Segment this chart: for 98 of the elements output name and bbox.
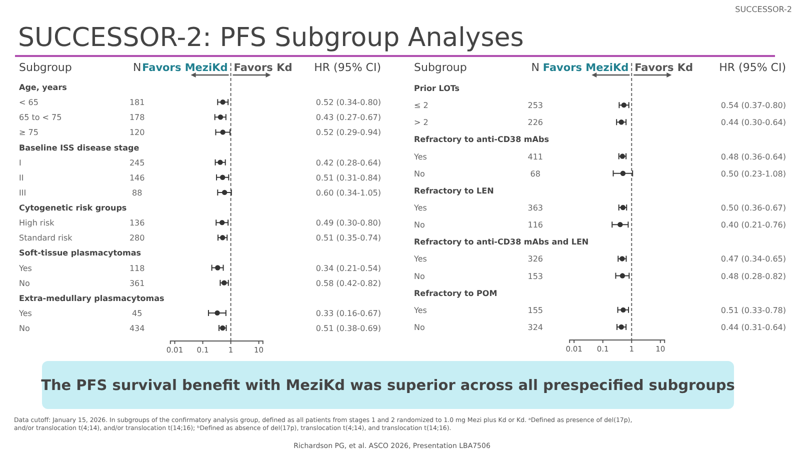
text: SUCCESSOR-2 [735, 5, 792, 14]
y-tick-label: > 2 [414, 118, 428, 128]
y2-tick-label: 153 [528, 272, 544, 281]
y2-tick-label: 411 [528, 152, 544, 162]
y2-tick-label: 326 [528, 254, 544, 264]
y-tick-label: No [19, 324, 30, 333]
chart-title: SUCCESSOR-2: PFS Subgroup Analyses [18, 23, 524, 53]
y-tick-label: Yes [18, 308, 32, 318]
y-tick-label: ≥ 75 [19, 128, 38, 138]
text: The PFS survival benefit with MeziKd was superior across all prespecified subgroups [41, 378, 735, 394]
y2-tick-label: 68 [530, 169, 540, 178]
data-label: 0.51 (0.33-0.78) [720, 306, 786, 315]
point [220, 99, 226, 105]
annotation: Favors MeziKd [142, 62, 228, 74]
data-label: 0.43 (0.27-0.67) [316, 113, 381, 122]
data-label: 0.52 (0.29-0.94) [316, 128, 381, 138]
y-tick-label: Standard risk [19, 234, 73, 243]
y2-tick-label: 253 [528, 101, 544, 110]
y-tick-label: Soft-tissue plasmacytomas [19, 248, 142, 258]
point [222, 190, 228, 196]
data-label: 0.33 (0.16-0.67) [316, 308, 381, 318]
data-label: 0.40 (0.21-0.76) [720, 220, 786, 230]
y-tick-label: III [19, 188, 26, 198]
y2-tick-label: 181 [129, 98, 145, 108]
data-label: 0.51 (0.35-0.74) [316, 234, 381, 243]
y2-tick-label: 226 [528, 118, 544, 128]
text: HR (95% CI) [314, 61, 381, 74]
y-tick-label: No [414, 272, 425, 281]
y-tick-label: No [414, 169, 425, 178]
text: HR (95% CI) [719, 61, 786, 74]
y-tick-label: Baseline ISS disease stage [19, 143, 140, 152]
text: Subgroup [414, 61, 467, 74]
y-tick-label: Prior LOTs [414, 84, 460, 93]
y2-tick-label: 118 [129, 264, 145, 273]
point [220, 220, 225, 226]
y2-tick-label: 116 [528, 220, 544, 230]
data-label: 0.49 (0.30-0.80) [316, 218, 381, 228]
y-tick-label: ≤ 2 [414, 101, 428, 110]
data-label: 0.50 (0.36-0.67) [720, 204, 786, 212]
data-label: 0.51 (0.31-0.84) [316, 173, 381, 182]
data-label: 0.34 (0.21-0.54) [316, 264, 381, 273]
y2-tick-label: 280 [129, 234, 145, 243]
y-tick-label: Refractory to anti-CD38 mAbs and LEN [414, 238, 589, 247]
data-label: 0.52 (0.34-0.80) [316, 98, 381, 108]
text: Subgroup [19, 61, 72, 74]
data-label: 0.48 (0.28-0.82) [720, 272, 786, 281]
data-label: 0.48 (0.36-0.64) [720, 152, 786, 162]
data-label: 0.44 (0.30-0.64) [720, 118, 786, 128]
data-label: 0.44 (0.31-0.64) [720, 323, 786, 332]
y2-tick-label: 434 [129, 324, 145, 333]
data-label: 0.42 (0.28-0.64) [316, 158, 381, 168]
point [215, 265, 220, 270]
annotation: Favors MeziKd [542, 62, 629, 74]
point [218, 114, 224, 120]
y-tick-label: Extra-medullary plasmacytomas [19, 294, 164, 303]
y-tick-label: 65 to < 75 [19, 113, 62, 122]
y2-tick-label: 178 [129, 113, 145, 122]
y2-tick-label: 155 [528, 306, 544, 315]
y-tick-label: Yes [413, 204, 427, 212]
y-tick-label: Yes [413, 152, 427, 162]
data-label: 0.47 (0.34-0.65) [720, 254, 786, 264]
data-label: 0.58 (0.42-0.82) [316, 278, 381, 288]
point [220, 174, 226, 180]
y2-tick-label: 363 [528, 204, 544, 212]
data-label: 0.50 (0.23-1.08) [720, 169, 786, 178]
annotation: Favors Kd [634, 62, 694, 74]
y-tick-label: Age, years [19, 83, 68, 92]
point [218, 160, 223, 165]
y-tick-label: No [414, 323, 425, 332]
y-tick-label: Refractory to POM [414, 288, 498, 298]
y-tick-label: No [19, 278, 30, 288]
y-tick-label: < 65 [19, 98, 38, 108]
y2-tick-label: 88 [132, 188, 142, 198]
y-tick-label: No [414, 220, 425, 230]
y-tick-label: Yes [18, 264, 32, 273]
y2-tick-label: 45 [132, 308, 142, 318]
y2-tick-label: 245 [129, 158, 145, 168]
point [220, 130, 226, 135]
y-tick-label: Refractory to anti-CD38 mAbs [414, 135, 550, 144]
y-tick-label: Yes [413, 306, 427, 315]
text: N [531, 61, 540, 74]
point [214, 310, 220, 316]
y2-tick-label: 146 [129, 173, 145, 182]
y2-tick-label: 136 [129, 218, 145, 228]
annotation: Favors Kd [234, 62, 292, 74]
text: N [132, 61, 142, 74]
data-label: 0.60 (0.34-1.05) [316, 188, 381, 198]
y-tick-label: High risk [19, 218, 55, 228]
y-tick-label: Refractory to LEN [414, 186, 494, 196]
y-tick-label: Yes [413, 254, 427, 264]
y2-tick-label: 361 [129, 278, 145, 288]
data-label: 0.54 (0.37-0.80) [720, 101, 786, 110]
y-tick-label: Cytogenetic risk groups [19, 204, 127, 212]
y2-tick-label: 120 [129, 128, 145, 138]
data-label: 0.51 (0.38-0.69) [316, 324, 381, 333]
y-tick-label: II [19, 173, 24, 182]
y2-tick-label: 324 [528, 323, 544, 332]
y-tick-label: I [19, 158, 22, 168]
